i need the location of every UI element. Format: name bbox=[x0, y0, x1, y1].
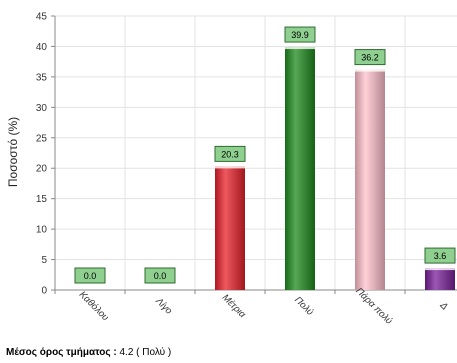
data-label-box bbox=[424, 247, 456, 264]
x-tick-label: Πάρα πολύ bbox=[353, 286, 394, 327]
y-tick-label: 30 bbox=[36, 103, 48, 114]
bar-highlight bbox=[355, 69, 385, 72]
x-tick-label: Δ bbox=[437, 299, 450, 312]
bar bbox=[215, 166, 245, 290]
y-tick-label: 15 bbox=[36, 194, 48, 205]
x-tick-label: Μέτρια bbox=[220, 292, 248, 320]
bar-highlight bbox=[285, 47, 315, 50]
data-label: 39.9 bbox=[291, 30, 309, 40]
bar bbox=[425, 268, 455, 290]
y-tick-label: 45 bbox=[36, 12, 48, 23]
y-tick-label: 40 bbox=[36, 42, 48, 53]
bars bbox=[215, 47, 455, 291]
axes bbox=[51, 15, 457, 294]
x-tick-label: Λίγο bbox=[153, 295, 175, 317]
bar bbox=[355, 69, 385, 291]
y-tick-label: 5 bbox=[41, 255, 47, 266]
y-axis-label: Ποσοστό (%) bbox=[6, 117, 20, 187]
data-label-box bbox=[214, 145, 246, 162]
class-average-value: 4.2 ( Πολύ ) bbox=[116, 347, 172, 358]
data-label-box bbox=[284, 26, 316, 43]
y-tick-label: 35 bbox=[36, 72, 48, 83]
x-tick-label: Πολύ bbox=[292, 295, 315, 318]
bar-highlight bbox=[425, 268, 455, 271]
data-labels: 0.0 0.0 20.3 39.9 36.2 3.6 bbox=[74, 26, 456, 284]
bar bbox=[285, 47, 315, 291]
class-average-label: Μέσος όρος τμήματος : bbox=[6, 347, 117, 358]
data-label: 3.6 bbox=[434, 251, 447, 261]
data-label-box bbox=[74, 267, 106, 284]
bar-chart: 0.0 0.0 20.3 39.9 36.2 3.6 0 5 10 15 20 25 30 35 40 45… bbox=[6, 12, 457, 327]
bar-highlight bbox=[215, 166, 245, 169]
data-label: 20.3 bbox=[221, 149, 239, 159]
x-tick-label: Καθόλου bbox=[77, 289, 111, 323]
grid-lines bbox=[55, 15, 457, 290]
y-tick-label: 0 bbox=[41, 286, 47, 297]
y-tick-label: 25 bbox=[36, 133, 48, 144]
data-label-box bbox=[354, 49, 386, 66]
data-label: 0.0 bbox=[84, 271, 97, 281]
y-tick-label: 20 bbox=[36, 164, 48, 175]
class-average: Μέσος όρος τμήματος : 4.2 ( Πολύ ) bbox=[6, 347, 171, 358]
data-label: 0.0 bbox=[154, 271, 167, 281]
data-label: 36.2 bbox=[361, 53, 379, 63]
data-label-box bbox=[144, 267, 176, 284]
y-tick-label: 10 bbox=[36, 225, 48, 236]
